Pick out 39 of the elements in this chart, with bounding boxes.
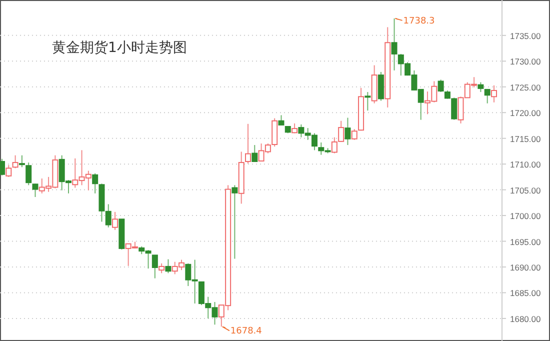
candlestick (252, 144, 258, 163)
candlestick (245, 123, 251, 164)
candlestick (165, 258, 172, 274)
text: 黄金期货1小时走势图 (52, 40, 187, 56)
candlestick (12, 154, 18, 169)
y-tick-label: 1685.00 (510, 288, 541, 298)
y-tick-label: 1680.00 (510, 314, 541, 324)
y-tick-label: 1735.00 (510, 30, 541, 41)
candlestick (26, 162, 32, 186)
candlestick (478, 82, 484, 93)
y-tick-label: 1720.00 (510, 108, 541, 118)
y-tick-label: 1700.00 (510, 211, 541, 222)
candlestick (6, 164, 12, 178)
y-tick-label: 1690.00 (510, 262, 541, 272)
candlestick (278, 114, 284, 126)
candlestick (344, 117, 351, 146)
candlestick (378, 71, 384, 102)
candlestick (112, 211, 118, 230)
candlestick (32, 183, 38, 198)
candlestick (0, 158, 5, 176)
candlestick (364, 92, 371, 112)
annotation: 1678.4 (230, 326, 262, 337)
candlestick (484, 88, 490, 104)
annotation: 1738.3 (403, 16, 435, 26)
candlestick (92, 172, 98, 194)
candlestick (351, 128, 358, 140)
candlestick (152, 254, 158, 279)
candlestick (438, 79, 444, 93)
candlestick (18, 154, 25, 168)
candlestick (491, 84, 497, 103)
y-tick-label: 1705.00 (510, 185, 541, 196)
candlestick (232, 184, 238, 260)
y-tick-label: 1695.00 (510, 236, 541, 247)
y-tick-label: 1725.00 (510, 82, 541, 92)
y-tick-label: 1715.00 (510, 134, 541, 144)
y-tick-label: 1710.00 (510, 160, 541, 170)
candlestick (158, 262, 165, 274)
y-tick-label: 1730.00 (510, 56, 541, 67)
candlestick (391, 18, 398, 71)
